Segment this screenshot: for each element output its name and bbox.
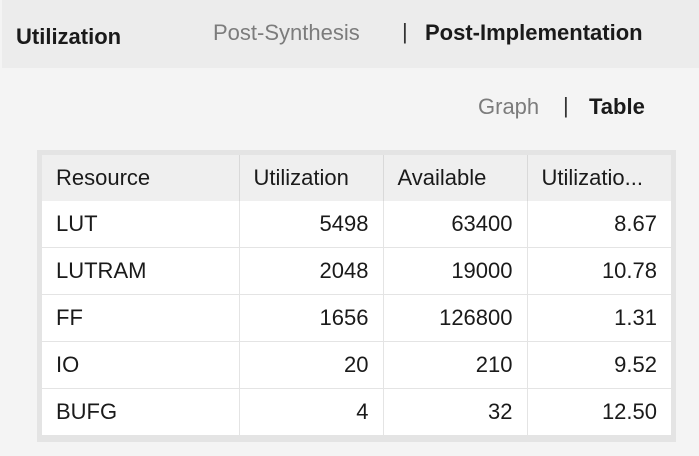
tab-post-implementation[interactable]: Post-Implementation bbox=[425, 20, 643, 45]
column-header-utilization-percent[interactable]: Utilizatio... bbox=[527, 155, 671, 201]
table-row[interactable]: IO 20 210 9.52 bbox=[42, 341, 671, 389]
cell-utilization-percent: 12.50 bbox=[527, 388, 671, 436]
tab-post-synthesis[interactable]: Post-Synthesis bbox=[213, 20, 360, 45]
table-row[interactable]: LUTRAM 2048 19000 10.78 bbox=[42, 247, 671, 295]
view-table-toggle[interactable]: Table bbox=[589, 94, 645, 119]
table-row[interactable]: BUFG 4 32 12.50 bbox=[42, 388, 671, 436]
view-separator: | bbox=[563, 93, 569, 118]
cell-utilization-percent: 1.31 bbox=[527, 294, 671, 342]
column-header-resource[interactable]: Resource bbox=[42, 155, 240, 201]
cell-utilization: 4 bbox=[239, 388, 384, 436]
cell-resource: BUFG bbox=[42, 388, 240, 436]
column-header-available[interactable]: Available bbox=[383, 155, 528, 201]
table-header-row: Resource Utilization Available Utilizati… bbox=[42, 155, 671, 201]
cell-available: 19000 bbox=[383, 247, 528, 295]
cell-resource: LUT bbox=[42, 201, 240, 248]
cell-resource: IO bbox=[42, 341, 240, 389]
cell-available: 126800 bbox=[383, 294, 528, 342]
view-graph-toggle[interactable]: Graph bbox=[478, 94, 540, 119]
table-row[interactable]: LUT 5498 63400 8.67 bbox=[42, 201, 671, 248]
cell-available: 32 bbox=[383, 388, 528, 436]
column-header-utilization[interactable]: Utilization bbox=[239, 155, 384, 201]
cell-resource: LUTRAM bbox=[42, 247, 240, 295]
cell-utilization: 20 bbox=[239, 341, 384, 389]
utilization-table: Resource Utilization Available Utilizati… bbox=[42, 155, 671, 436]
tab-separator: | bbox=[402, 19, 408, 44]
utilization-table-container: Resource Utilization Available Utilizati… bbox=[37, 150, 676, 442]
cell-resource: FF bbox=[42, 294, 240, 342]
table-row[interactable]: FF 1656 126800 1.31 bbox=[42, 294, 671, 342]
cell-utilization-percent: 10.78 bbox=[527, 247, 671, 295]
cell-utilization: 1656 bbox=[239, 294, 384, 342]
cell-utilization: 2048 bbox=[239, 247, 384, 295]
cell-utilization-percent: 8.67 bbox=[527, 201, 671, 248]
panel-title: Utilization bbox=[16, 24, 122, 49]
cell-available: 210 bbox=[383, 341, 528, 389]
cell-utilization-percent: 9.52 bbox=[527, 341, 671, 389]
cell-available: 63400 bbox=[383, 201, 528, 248]
utilization-header: Utilization Post-Synthesis | Post-Implem… bbox=[2, 0, 699, 68]
cell-utilization: 5498 bbox=[239, 201, 384, 248]
